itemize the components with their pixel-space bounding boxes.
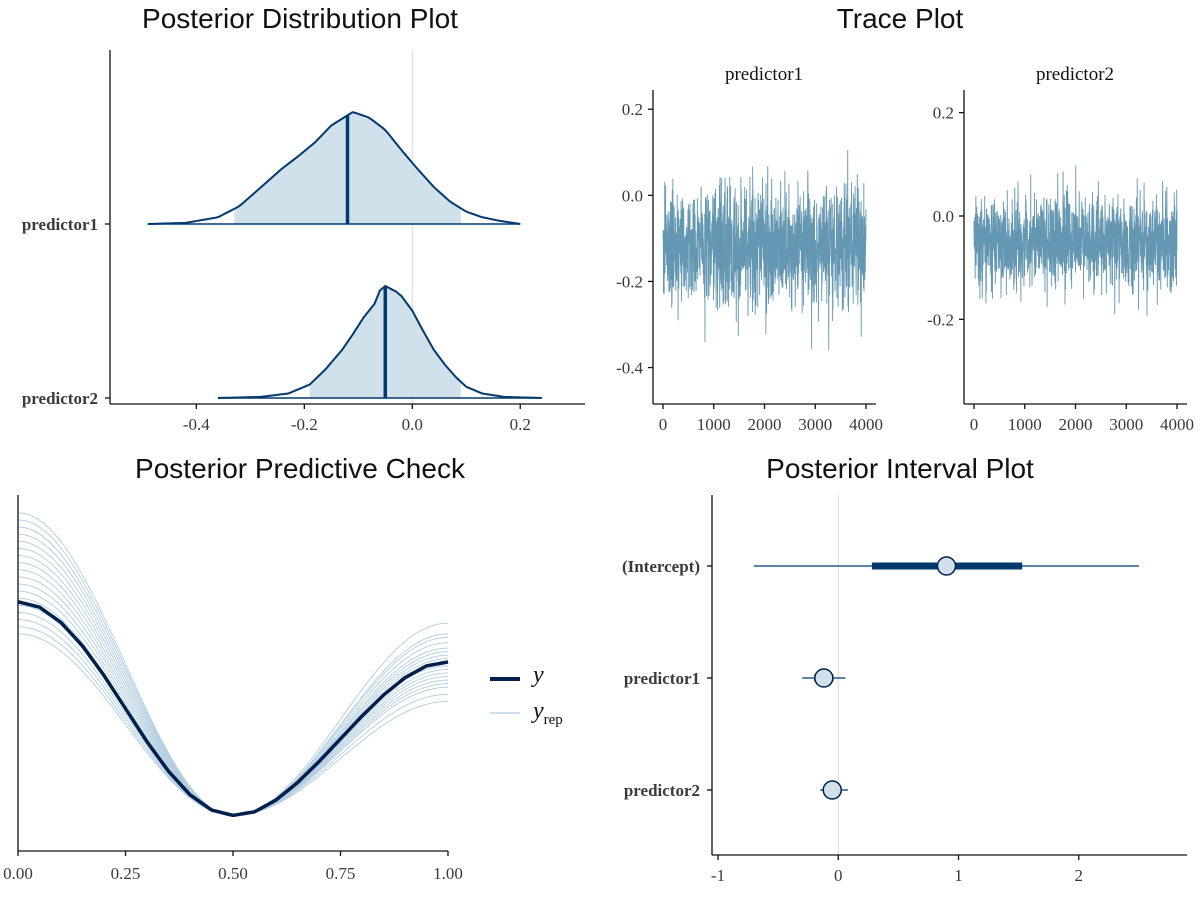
yrep-line [17, 597, 449, 816]
trace-y-tick-label: -0.4 [616, 359, 643, 378]
density-curve-predictor2 [217, 284, 542, 399]
interval-y-tick-label: predictor2 [624, 781, 700, 800]
interval-x-tick-label: 2 [1075, 866, 1084, 885]
ppc-axes: 0.00 0.25 0.50 0.75 1.00 [3, 495, 463, 883]
interval-x-tick-label: 0 [834, 866, 843, 885]
trace-y-tick-label: 0.2 [622, 100, 643, 119]
y-observed-line [17, 600, 449, 818]
x-tick-label: 0.2 [510, 415, 531, 434]
posterior-distribution-axes: predictor1 predictor2 -0.4 -0.2 0.0 0.2 [22, 50, 585, 434]
trace-x-tick-label: 4000 [849, 415, 883, 434]
trace-strip-label-predictor1: predictor1 [725, 64, 803, 85]
yrep-line [17, 590, 449, 816]
trace-plot-area [662, 150, 1178, 351]
trace-x-tick-label: 0 [659, 415, 668, 434]
trace-x-tick-label: 0 [970, 415, 979, 434]
ppc-plot-area [17, 512, 449, 818]
interval-panel: Posterior Interval Plot (Intercept) predi… [622, 453, 1187, 885]
trace-y-tick-label: 0.2 [933, 104, 954, 123]
trace-y-tick-label: 0.0 [622, 186, 643, 205]
trace-x-tick-label: 3000 [798, 415, 832, 434]
ppc-x-tick-label: 1.00 [433, 864, 463, 883]
posterior-distribution-plot-area [147, 50, 542, 404]
trace-plot-panel: Trace Plot predictor1 predictor2 0.2 0.0 -… [616, 3, 1194, 434]
trace-y-tick-label: 0.0 [933, 207, 954, 226]
trace-x-tick-label: 3000 [1109, 415, 1143, 434]
interval-plot-title: Posterior Interval Plot [766, 453, 1034, 484]
trace-x-tick-label: 2000 [748, 415, 782, 434]
y-tick-label-predictor1: predictor1 [22, 215, 98, 234]
trace-plot-title: Trace Plot [837, 3, 964, 34]
ppc-x-tick-label: 0.00 [3, 864, 33, 883]
posterior-distribution-panel: Posterior Distribution Plot predictor1pr… [22, 3, 585, 434]
x-tick-label: -0.4 [183, 415, 210, 434]
ppc-legend: y yrep [490, 662, 563, 728]
posterior-distribution-title: Posterior Distribution Plot [142, 3, 458, 34]
trace-x-tick-label: 2000 [1059, 415, 1093, 434]
median-point-predictor2 [822, 780, 843, 800]
ppc-title: Posterior Predictive Check [135, 453, 466, 484]
yrep-line [17, 512, 449, 816]
ppc-x-tick-label: 0.75 [326, 864, 356, 883]
interval-y-tick-label: (Intercept) [622, 557, 700, 576]
yrep-line [17, 583, 449, 816]
interval-plot-axes: (Intercept) predictor1 predictor2 -1 0 1 2 [622, 495, 1187, 885]
yrep-line [17, 533, 449, 816]
interval-x-tick-label: 1 [954, 866, 963, 885]
yrep-line [17, 519, 449, 816]
trace-line-predictor2 [973, 165, 1178, 317]
ppc-x-tick-label: 0.25 [111, 864, 141, 883]
yrep-line [17, 562, 449, 816]
interval-y-tick-label: predictor1 [624, 669, 700, 688]
ppc-panel: Posterior Predictive Check 0.00 0.25 0.50 0… [3, 453, 563, 883]
median-point-(Intercept) [936, 556, 957, 576]
yrep-line [17, 633, 449, 816]
trace-y-tick-label: -0.2 [616, 272, 643, 291]
density-curve-predictor1 [147, 111, 521, 225]
trace-plot-axes: 0.2 0.0 -0.2 -0.4 0 1000 2000 3000 4000 0.2 0.0 -0.… [616, 90, 1194, 434]
trace-line-predictor1 [662, 150, 867, 351]
legend-label-y: y [531, 662, 544, 688]
interval-x-tick-label: -1 [711, 866, 725, 885]
x-tick-label: 0.0 [402, 415, 423, 434]
yrep-line [17, 626, 449, 816]
legend-label-yrep: yrep [531, 698, 563, 728]
y-tick-label-predictor2: predictor2 [22, 389, 98, 408]
ppc-x-tick-label: 0.50 [218, 864, 248, 883]
median-point-predictor1 [814, 668, 834, 688]
legend-label-yrep-sub: rep [544, 712, 563, 728]
legend-label-yrep-main: y [531, 698, 544, 724]
interval-plot-area [754, 495, 1139, 855]
yrep-line [17, 547, 449, 816]
trace-y-tick-label: -0.2 [927, 310, 954, 329]
x-tick-label: -0.2 [291, 415, 318, 434]
trace-x-tick-label: 4000 [1160, 415, 1194, 434]
trace-x-tick-label: 1000 [1008, 415, 1042, 434]
yrep-line [17, 569, 449, 816]
trace-x-tick-label: 1000 [697, 415, 731, 434]
trace-strip-label-predictor2: predictor2 [1036, 64, 1114, 85]
